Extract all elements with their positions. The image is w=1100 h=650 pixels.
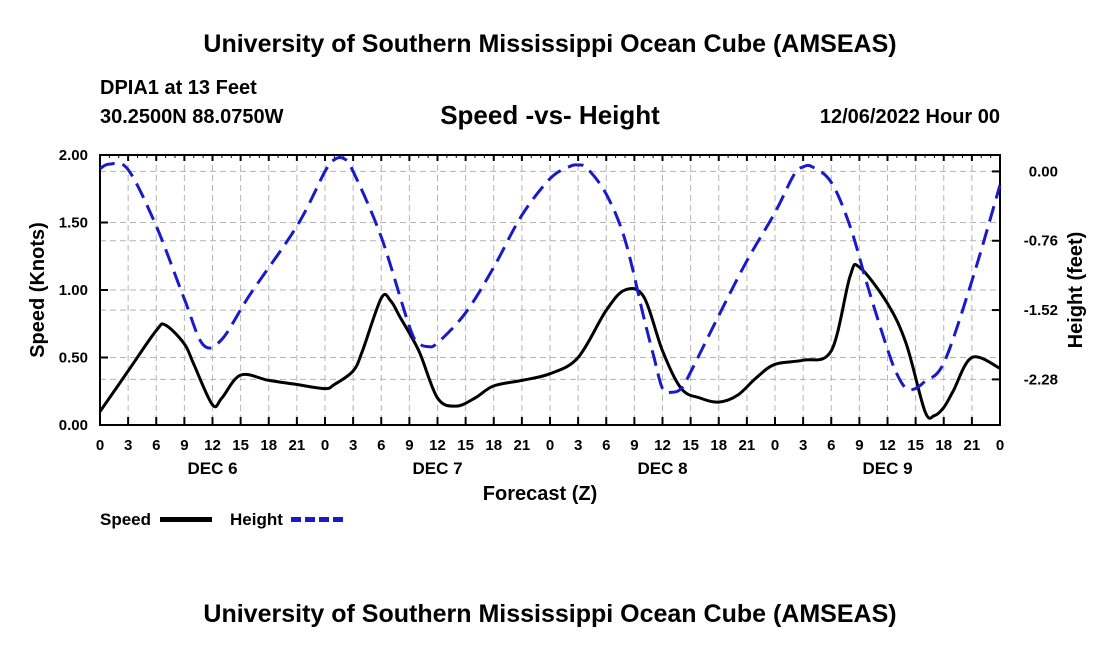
forecast-run-time: 12/06/2022 Hour 00 [819, 106, 1000, 128]
x-tick-label: 15 [232, 437, 249, 454]
station-label: DPIA1 at 13 Feet [100, 77, 257, 99]
legend-height-swatch [291, 517, 343, 522]
x-tick-label: 6 [152, 437, 160, 454]
x-tick-label: 9 [405, 437, 413, 454]
x-tick-label: 6 [827, 437, 835, 454]
legend-speed-swatch [160, 517, 212, 522]
y-tick-label: 1.00 [59, 282, 88, 299]
x-axis-title: Forecast (Z) [483, 483, 597, 505]
x-tick-label: 21 [739, 437, 756, 454]
day-label: DEC 6 [187, 459, 237, 478]
y-tick-label: 0.00 [59, 417, 88, 434]
day-label: DEC 7 [412, 459, 462, 478]
x-tick-label: 18 [485, 437, 502, 454]
x-tick-label: 12 [204, 437, 221, 454]
x-tick-label: 18 [935, 437, 952, 454]
x-tick-label: 15 [907, 437, 924, 454]
x-tick-label: 0 [996, 437, 1004, 454]
x-tick-label: 9 [630, 437, 638, 454]
y-axis-title: Speed (Knots) [27, 222, 49, 358]
y2-tick-label: -1.52 [1024, 302, 1058, 319]
x-tick-label: 9 [855, 437, 863, 454]
x-tick-label: 18 [260, 437, 277, 454]
y2-tick-label: 0.00 [1029, 163, 1058, 180]
x-tick-label: 12 [879, 437, 896, 454]
x-tick-label: 6 [377, 437, 385, 454]
x-tick-label: 21 [289, 437, 306, 454]
x-tick-label: 3 [124, 437, 132, 454]
chart-subtitle: Speed -vs- Height [440, 100, 660, 130]
legend-speed-label: Speed [100, 510, 152, 529]
x-tick-label: 21 [514, 437, 531, 454]
footer-title: University of Southern Mississippi Ocean… [203, 600, 897, 628]
x-tick-label: 18 [710, 437, 727, 454]
x-tick-label: 0 [321, 437, 329, 454]
x-tick-label: 3 [799, 437, 807, 454]
legend-height-label: Height [230, 510, 283, 529]
y2-axis-title: Height (feet) [1065, 232, 1087, 349]
x-tick-label: 6 [602, 437, 610, 454]
x-tick-label: 12 [654, 437, 671, 454]
x-tick-label: 3 [349, 437, 357, 454]
day-label: DEC 8 [637, 459, 687, 478]
y-tick-label: 1.50 [59, 215, 88, 232]
x-tick-label: 0 [96, 437, 104, 454]
x-tick-label: 15 [457, 437, 474, 454]
y-tick-label: 0.50 [59, 350, 88, 367]
y-tick-label: 2.00 [59, 147, 88, 164]
x-tick-label: 3 [574, 437, 582, 454]
x-tick-label: 12 [429, 437, 446, 454]
x-tick-label: 15 [682, 437, 699, 454]
x-tick-label: 0 [771, 437, 779, 454]
height-series-line [99, 156, 1002, 395]
x-tick-label: 21 [964, 437, 981, 454]
y2-tick-label: -2.28 [1024, 371, 1058, 388]
x-tick-label: 0 [546, 437, 554, 454]
chart-main-title: University of Southern Mississippi Ocean… [203, 30, 897, 58]
day-label: DEC 9 [862, 459, 912, 478]
y2-tick-label: -0.76 [1024, 233, 1058, 250]
x-tick-label: 9 [180, 437, 188, 454]
station-coordinates: 30.2500N 88.0750W [100, 106, 284, 128]
